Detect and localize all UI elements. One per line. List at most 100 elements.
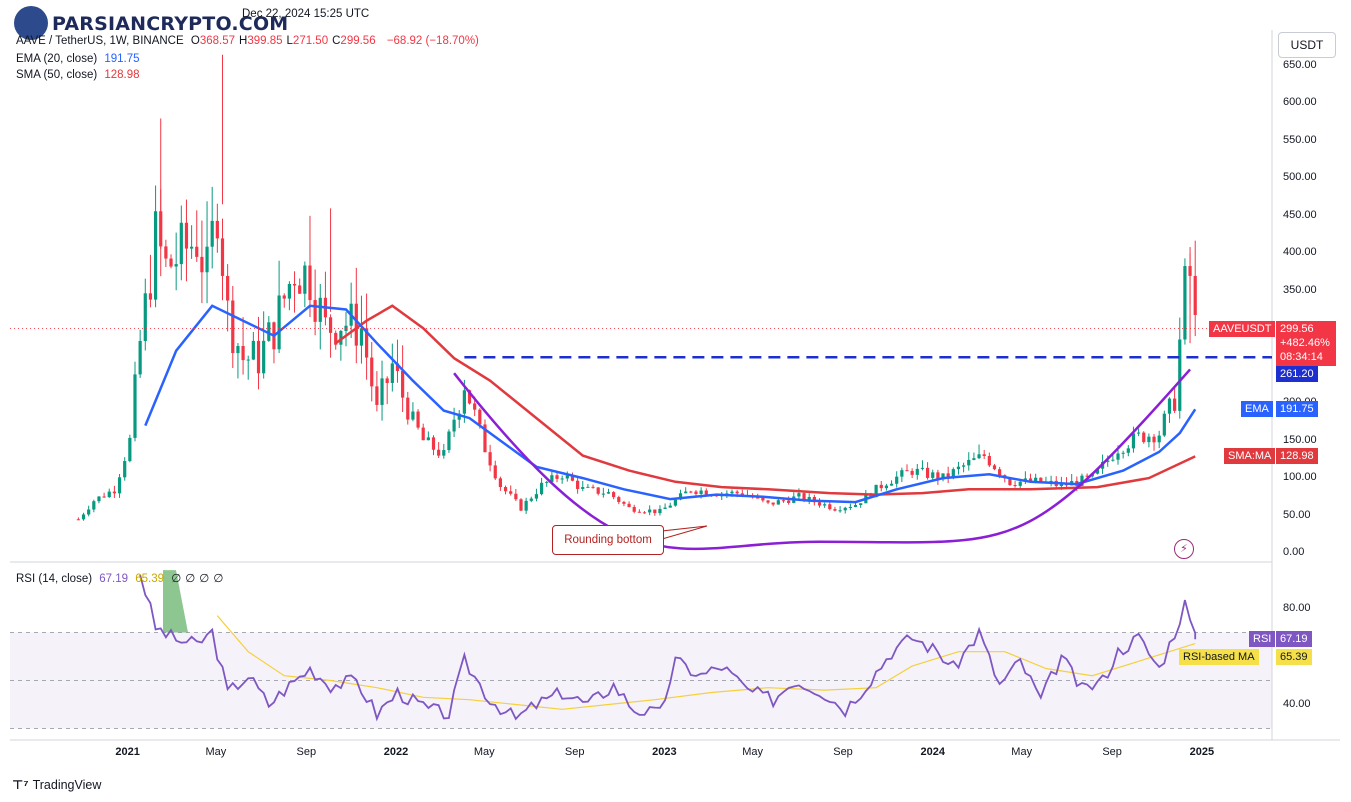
- tradingview-logo[interactable]: ⊤⁷ TradingView: [12, 777, 101, 792]
- candle-body: [627, 503, 631, 508]
- candle: [164, 239, 168, 267]
- candle: [1178, 317, 1182, 419]
- candle-body: [1085, 475, 1089, 477]
- candle-body: [560, 478, 564, 480]
- candle: [534, 488, 539, 502]
- candle: [354, 267, 358, 364]
- rsi-legend[interactable]: RSI (14, close) 67.19 65.39 ∅ ∅ ∅ ∅: [16, 571, 231, 585]
- lightning-icon[interactable]: ⚡: [1174, 539, 1194, 559]
- candle-body: [112, 491, 117, 494]
- candle-body: [509, 491, 513, 494]
- candle-body: [514, 493, 518, 500]
- candle-body: [601, 493, 605, 495]
- candle: [153, 185, 158, 308]
- candle: [792, 492, 796, 504]
- candle-body: [107, 491, 111, 498]
- candle-body: [694, 491, 698, 494]
- candle-body: [1080, 475, 1084, 486]
- candle-body: [1039, 477, 1043, 482]
- candle: [576, 477, 580, 494]
- candle-body: [1121, 452, 1125, 454]
- candle-body: [277, 295, 281, 350]
- candle-body: [699, 490, 703, 494]
- candle-body: [87, 509, 91, 515]
- ohlc-h: H399.85: [239, 35, 283, 47]
- price-tag-value: 299.56: [1280, 323, 1314, 335]
- candle: [1049, 475, 1053, 487]
- candle-body: [704, 490, 708, 496]
- candle-body: [246, 359, 250, 361]
- candle-body: [375, 386, 379, 405]
- symbol-line: AAVE / TetherUS, 1W, BINANCE: [16, 35, 184, 47]
- rsi-ma-tag-name: RSI-based MA: [1179, 649, 1259, 665]
- candle-body: [1162, 413, 1166, 436]
- candle: [395, 339, 400, 383]
- candle: [1018, 481, 1022, 490]
- candle-body: [406, 397, 410, 420]
- ema-legend[interactable]: EMA (20, close) 191.75: [16, 53, 144, 65]
- candle: [915, 463, 919, 480]
- candle: [668, 502, 672, 508]
- watermark-text: PARSIANCRYPTO.COM: [52, 13, 289, 35]
- candle: [503, 485, 508, 495]
- candle: [190, 225, 194, 259]
- candle-body: [787, 500, 791, 503]
- candle: [956, 461, 961, 475]
- candle-body: [195, 246, 199, 257]
- candle: [648, 505, 652, 516]
- candle-body: [879, 484, 883, 489]
- candle-body: [1193, 275, 1197, 315]
- candle-body: [498, 478, 503, 488]
- ema-label: EMA (20, close): [16, 53, 98, 65]
- candle: [895, 471, 899, 488]
- candle-body: [385, 378, 389, 383]
- candle: [1162, 410, 1166, 437]
- candle: [642, 511, 647, 514]
- candle: [251, 331, 255, 361]
- candle-body: [210, 220, 214, 247]
- rsi-overbought-fill: [163, 570, 188, 633]
- ohlc-o: O368.57: [190, 35, 236, 47]
- candle-body: [534, 494, 539, 499]
- parsiancrypto-watermark: PARSIANCRYPTO.COM: [12, 4, 288, 42]
- candle: [421, 423, 425, 441]
- candle-body: [153, 211, 158, 300]
- candle: [962, 462, 966, 473]
- candle: [1193, 240, 1197, 337]
- candle-body: [570, 475, 575, 481]
- candle: [843, 506, 847, 514]
- candle-body: [1059, 483, 1063, 487]
- candle: [771, 502, 775, 507]
- candle-body: [951, 469, 955, 478]
- candle-body: [771, 502, 775, 505]
- candle: [76, 517, 80, 521]
- candle-body: [483, 424, 487, 453]
- candle-body: [962, 465, 966, 467]
- candle-body: [884, 485, 889, 489]
- candle-body: [503, 487, 508, 492]
- candle: [807, 493, 811, 505]
- currency-selector[interactable]: USDT: [1278, 32, 1336, 58]
- candle-body: [220, 238, 225, 276]
- symbol-legend[interactable]: AAVE / TetherUS, 1W, BINANCE O368.57 H399…: [16, 35, 483, 47]
- sma-legend[interactable]: SMA (50, close) 128.98: [16, 69, 144, 81]
- candle: [689, 490, 693, 494]
- candle: [437, 442, 441, 459]
- candle: [889, 480, 894, 486]
- time-tick-label: May: [205, 746, 227, 758]
- candle: [663, 503, 667, 510]
- candle: [117, 473, 122, 498]
- rounding-bottom-arc: [453, 368, 1191, 551]
- rsi-extra-value: ∅: [213, 573, 224, 585]
- candle-body: [303, 265, 307, 294]
- ema-line: [144, 304, 1197, 504]
- candle-body: [97, 496, 101, 502]
- candle: [457, 410, 461, 428]
- rounding-bottom-annotation[interactable]: Rounding bottom: [552, 525, 664, 555]
- candle: [524, 497, 528, 514]
- annotation-pointer: [661, 525, 708, 540]
- time-tick-label: 2024: [920, 746, 945, 758]
- candle: [1167, 397, 1172, 423]
- candle-body: [653, 509, 657, 514]
